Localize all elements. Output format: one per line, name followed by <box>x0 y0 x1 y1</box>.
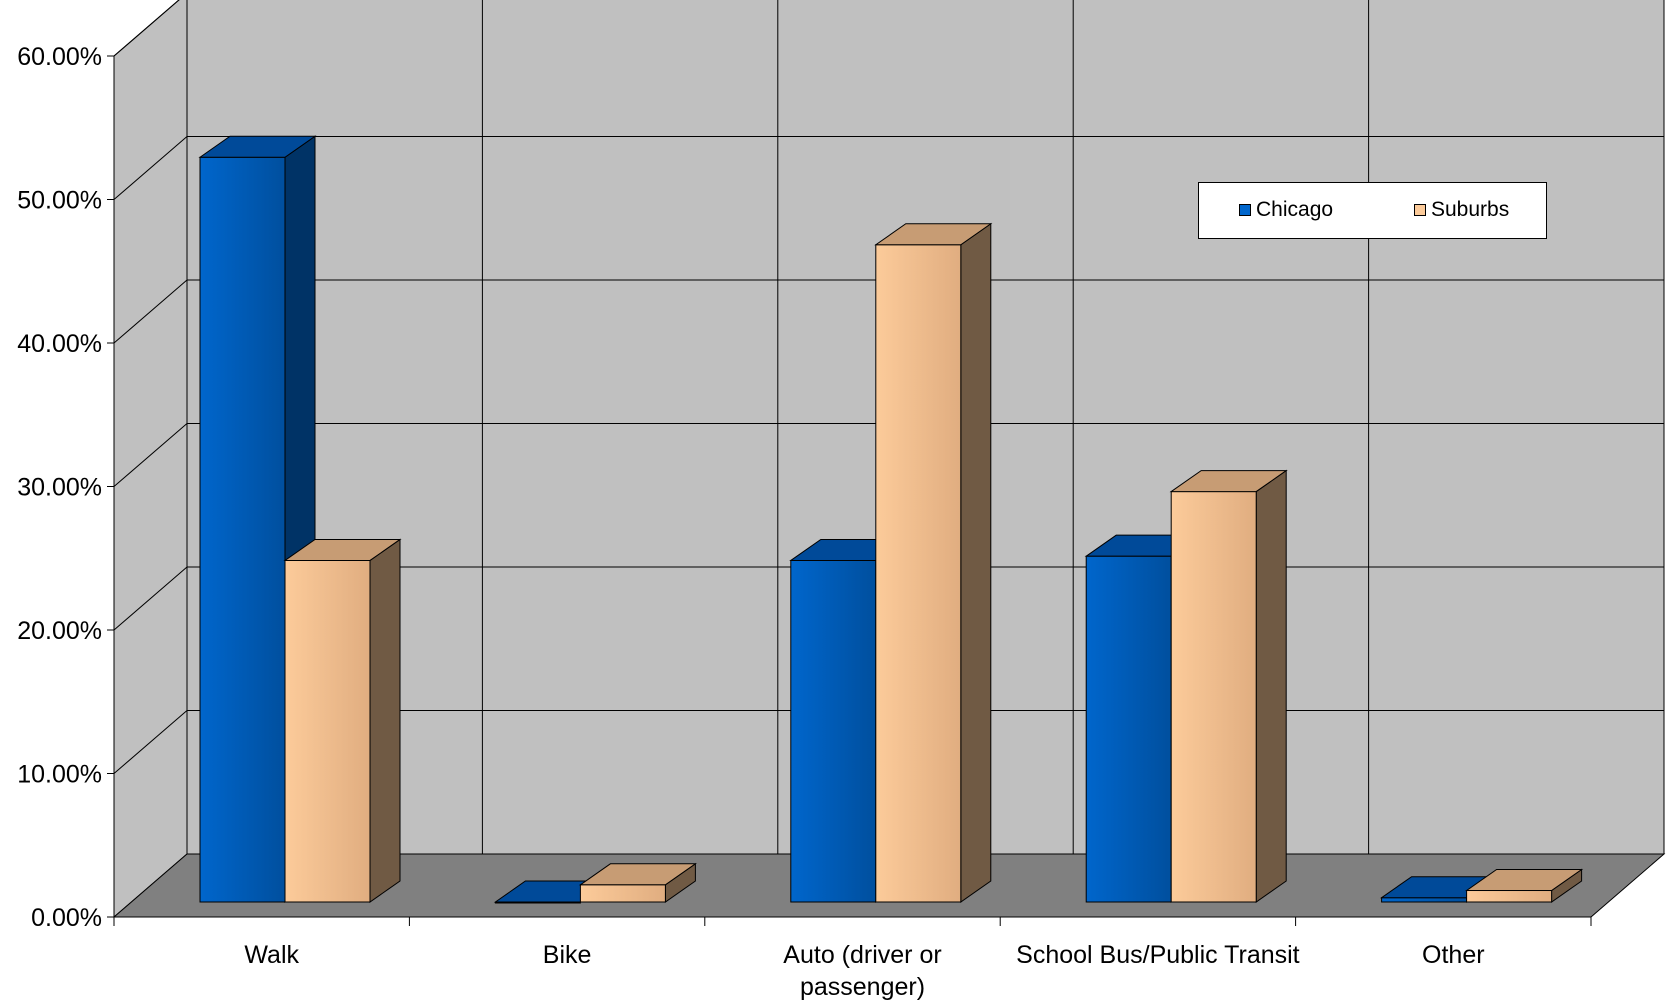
bar-top-suburbs-2 <box>874 223 993 246</box>
bar-top-suburbs-3 <box>1169 470 1288 493</box>
y-tick-label: 10.00% <box>17 761 102 789</box>
bar-side-suburbs-0 <box>369 538 401 903</box>
bars <box>198 135 1584 904</box>
bar-suburbs-0 <box>284 559 371 903</box>
legend-item-suburbs: Suburbs <box>1414 198 1509 222</box>
gridline-side <box>113 710 188 774</box>
bar-top-suburbs-4 <box>1465 869 1584 892</box>
bar-top-chicago-0 <box>198 135 317 158</box>
bar-side-suburbs-3 <box>1255 469 1287 903</box>
y-tick-label: 50.00% <box>17 187 102 215</box>
x-tick-label: Bike <box>543 941 592 969</box>
bar-top-suburbs-1 <box>578 863 697 886</box>
legend-item-chicago: Chicago <box>1239 198 1333 222</box>
x-tick-label: School Bus/Public Transit <box>1016 941 1300 969</box>
bar-chicago-0 <box>199 156 286 903</box>
bar-chicago-3 <box>1085 555 1172 903</box>
y-tick-label: 0.00% <box>31 904 102 932</box>
y-tick-label: 40.00% <box>17 330 102 358</box>
gridline-side <box>113 279 188 344</box>
axes <box>107 55 1592 926</box>
y-tick-label: 30.00% <box>17 474 102 502</box>
legend-swatch-suburbs <box>1414 204 1426 216</box>
y-tick-label: 60.00% <box>17 43 102 71</box>
side-wall <box>113 0 188 919</box>
bar-top-suburbs-0 <box>283 538 402 561</box>
legend-label-chicago: Chicago <box>1256 198 1334 221</box>
y-tick-label: 20.00% <box>17 617 102 645</box>
x-tick-label: Auto (driver or <box>783 941 941 969</box>
x-tick-label: passenger) <box>800 973 925 1001</box>
bar-suburbs-2 <box>875 244 962 903</box>
x-tick-label: Other <box>1422 941 1485 969</box>
x-tick-label: Walk <box>244 941 299 969</box>
legend-label-suburbs: Suburbs <box>1431 198 1510 221</box>
bar-suburbs-3 <box>1170 491 1257 903</box>
bar-suburbs-1 <box>579 884 666 903</box>
legend: Chicago Suburbs <box>1198 182 1547 239</box>
bar-side-suburbs-2 <box>960 222 992 903</box>
tick-labels: 0.00% 10.00% 20.00% 30.00% 40.00% 50.00% 60.00… <box>17 43 1484 1001</box>
gridline-side <box>113 136 188 200</box>
gridline-side <box>113 566 188 631</box>
legend-swatch-chicago <box>1239 204 1251 216</box>
bar-chicago-4 <box>1381 897 1468 903</box>
gridline-side <box>113 0 180 57</box>
gridline-side <box>113 423 188 487</box>
bar-suburbs-4 <box>1466 890 1553 903</box>
bar-chicago-2 <box>790 559 877 903</box>
